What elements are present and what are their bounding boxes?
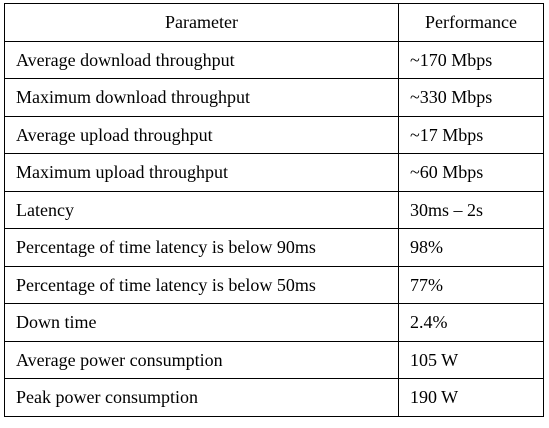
performance-cell: 105 W [398,340,544,379]
header-row: Parameter Performance [4,3,544,42]
parameter-cell: Peak power consumption [4,378,399,417]
performance-cell: 30ms – 2s [398,190,544,229]
performance-cell: 190 W [398,378,544,417]
performance-cell: 77% [398,265,544,304]
performance-cell: 2.4% [398,303,544,342]
performance-cell: ~330 Mbps [398,78,544,117]
table-row: Down time 2.4% [4,303,544,342]
parameter-cell: Percentage of time latency is below 90ms [4,228,399,267]
performance-cell: ~170 Mbps [398,40,544,79]
header-parameter: Parameter [4,3,399,42]
table-row: Average power consumption 105 W [4,340,544,379]
table-row: Peak power consumption 190 W [4,378,544,417]
performance-cell: 98% [398,228,544,267]
performance-cell: ~60 Mbps [398,153,544,192]
table-row: Maximum upload throughput ~60 Mbps [4,153,544,192]
performance-cell: ~17 Mbps [398,115,544,154]
header-performance: Performance [398,3,544,42]
parameter-cell: Down time [4,303,399,342]
parameter-cell: Average upload throughput [4,115,399,154]
parameter-cell: Latency [4,190,399,229]
parameter-cell: Average download throughput [4,40,399,79]
parameter-cell: Percentage of time latency is below 50ms [4,265,399,304]
table-row: Average download throughput ~170 Mbps [4,40,544,79]
performance-table: Parameter Performance Average download t… [4,3,544,417]
table-row: Latency 30ms – 2s [4,190,544,229]
table-row: Average upload throughput ~17 Mbps [4,115,544,154]
table-row: Maximum download throughput ~330 Mbps [4,78,544,117]
parameter-cell: Average power consumption [4,340,399,379]
table-container: Parameter Performance Average download t… [4,3,544,417]
parameter-cell: Maximum download throughput [4,78,399,117]
table-row: Percentage of time latency is below 50ms… [4,265,544,304]
parameter-cell: Maximum upload throughput [4,153,399,192]
table-row: Percentage of time latency is below 90ms… [4,228,544,267]
